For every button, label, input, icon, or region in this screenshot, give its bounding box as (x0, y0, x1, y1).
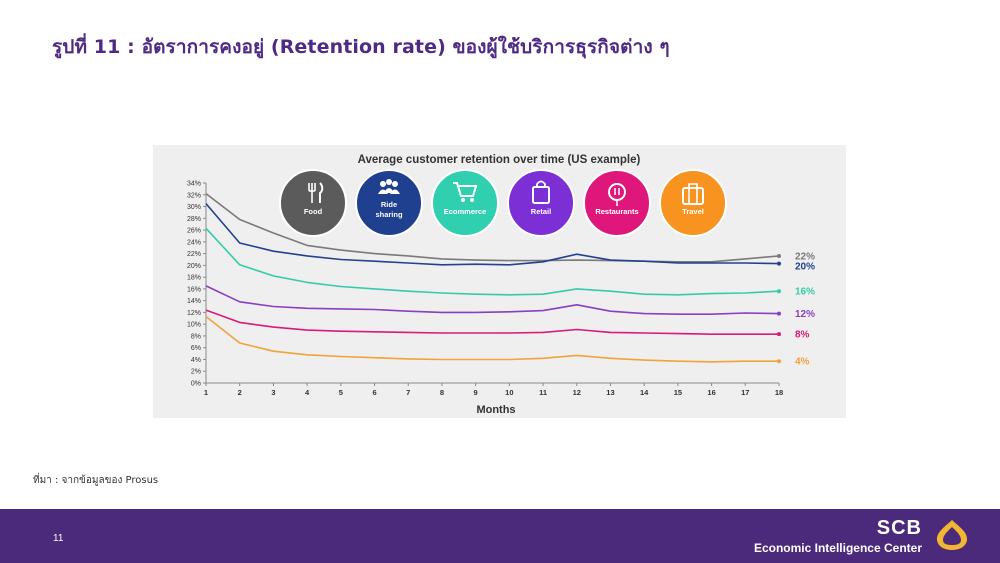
x-tick-label: 17 (741, 388, 749, 397)
brand-subtitle: Economic Intelligence Center (753, 541, 922, 555)
chart-title: Average customer retention over time (US… (358, 154, 641, 166)
y-tick-label: 24% (187, 239, 201, 246)
scb-logo-icon (936, 520, 968, 550)
series-line (205, 227, 780, 296)
category-badge-food: Food (279, 169, 347, 237)
category-label: Restaurants (595, 207, 638, 216)
x-tick-label: 15 (674, 388, 682, 397)
x-tick-label: 16 (707, 388, 715, 397)
y-tick-label: 32% (187, 192, 201, 199)
y-tick-label: 10% (187, 322, 201, 329)
y-tick-label: 28% (187, 216, 201, 223)
y-tick-label: 14% (187, 298, 201, 305)
y-tick-label: 18% (187, 275, 201, 282)
x-axis-label: Months (476, 404, 515, 416)
y-tick-label: 12% (187, 310, 201, 317)
y-tick-label: 2% (191, 369, 201, 376)
suitcase-icon (682, 183, 704, 205)
category-label: Ride (381, 200, 397, 209)
data-point (777, 311, 781, 316)
category-badge-ecommerce: Ecommerce (431, 169, 499, 237)
category-label: sharing (375, 210, 403, 219)
series-line (205, 192, 780, 263)
series-2 (205, 203, 781, 266)
x-tick-label: 7 (406, 388, 410, 397)
series-end-label: 22% (795, 251, 815, 262)
retention-chart-svg: Average customer retention over time (US… (187, 154, 815, 416)
chart-series: 22%20% 16% 12% 8% 4% (205, 192, 815, 368)
fork-knife-icon (308, 182, 324, 203)
x-tick-label: 13 (606, 388, 614, 397)
series-5 (205, 309, 781, 337)
category-label: Travel (682, 207, 704, 216)
y-tick-label: 34% (187, 181, 201, 188)
chart-axes: 0% 2% 4% 6% 8% 10% 12% 14% 16% 18% 20% 22% 24% 26% 28%… (187, 181, 783, 398)
x-tick-label: 18 (775, 388, 783, 397)
data-point (777, 332, 781, 337)
slide-title: รูปที่ 11 : อัตราการคงอยู่ (Retention ra… (52, 36, 670, 58)
x-tick-label: 11 (539, 388, 547, 397)
y-tick-label: 4% (191, 357, 201, 364)
category-badge-retail: Retail (507, 169, 575, 237)
x-tick-label: 12 (573, 388, 581, 397)
y-tick-label: 8% (191, 333, 201, 340)
x-tick-label: 14 (640, 388, 649, 397)
series-line (205, 203, 780, 266)
data-point (777, 253, 781, 258)
series-end-label: 16% (795, 287, 815, 298)
series-end-label: 12% (795, 309, 815, 320)
x-tick-label: 8 (440, 388, 444, 397)
source-note: ที่มา : จากข้อมูลของ Prosus (33, 475, 159, 486)
x-tick-label: 1 (204, 388, 208, 397)
series-line (205, 315, 779, 363)
x-tick-label: 9 (474, 388, 478, 397)
series-1 (205, 192, 781, 263)
y-tick-label: 30% (187, 204, 201, 211)
x-tick-label: 5 (339, 388, 343, 397)
x-tick-label: 10 (505, 388, 513, 397)
category-label: Ecommerce (444, 207, 487, 216)
category-label: Food (304, 207, 323, 216)
y-tick-label: 16% (187, 286, 201, 293)
data-point (777, 359, 781, 364)
series-end-label: 4% (795, 357, 810, 368)
category-circle (279, 169, 347, 237)
y-tick-label: 6% (191, 345, 201, 352)
y-tick-label: 20% (187, 263, 201, 270)
people-icon (378, 179, 400, 194)
series-end-label: 8% (795, 330, 810, 341)
series-end-label: 20% (795, 261, 815, 272)
category-badge-restaurants: Restaurants (583, 169, 651, 237)
category-circle (355, 169, 423, 237)
category-badge-travel: Travel (659, 169, 727, 237)
shopping-bag-icon (532, 180, 550, 204)
series-4 (205, 285, 781, 316)
data-point (777, 289, 781, 294)
x-tick-label: 2 (238, 388, 242, 397)
cart-icon (453, 182, 478, 202)
page-number: 11 (53, 533, 64, 544)
series-3 (205, 227, 781, 296)
category-label: Retail (531, 207, 551, 216)
footer-bar: 11 SCB Economic Intelligence Center (0, 509, 1000, 563)
x-tick-label: 3 (271, 388, 275, 397)
retention-chart: Average customer retention over time (US… (153, 145, 846, 418)
brand-block: SCB Economic Intelligence Center (754, 518, 922, 556)
plate-icon (608, 183, 626, 206)
x-tick-label: 6 (372, 388, 376, 397)
series-line (205, 309, 779, 335)
series-line (205, 285, 780, 315)
series-6 (205, 315, 781, 364)
data-point (777, 261, 781, 266)
y-tick-label: 26% (187, 228, 201, 235)
y-tick-label: 0% (191, 381, 201, 388)
x-tick-label: 4 (305, 388, 310, 397)
brand-name: SCB (876, 517, 922, 539)
y-tick-label: 22% (187, 251, 201, 258)
category-circle (431, 169, 499, 237)
